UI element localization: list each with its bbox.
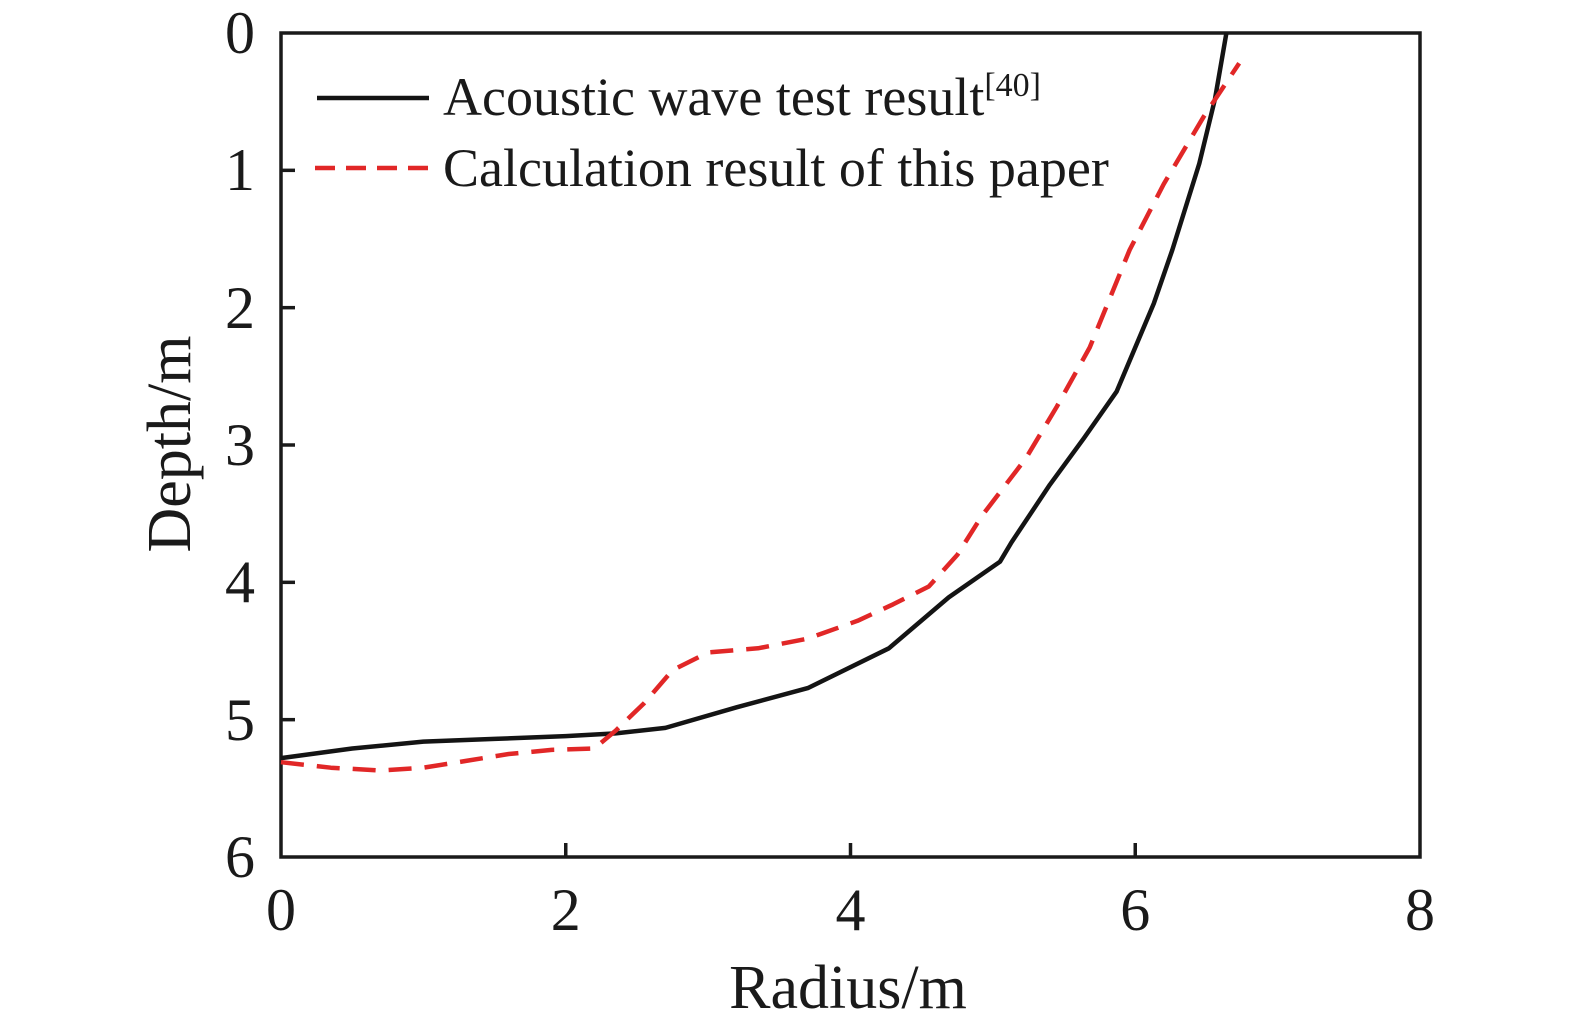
y-tick-label: 4 [225,549,255,616]
x-tick-label: 6 [1120,877,1151,943]
x-tick-label: 2 [550,877,581,943]
x-tick-label: 8 [1405,877,1435,943]
legend-item-acoustic: Acoustic wave test result[40] [443,68,1041,126]
x-tick-label: 0 [266,877,296,943]
series-calculation-line [280,61,1242,773]
data-series [280,32,1242,773]
x-tick-label: 4 [835,877,866,943]
legend-citation: [40] [984,67,1042,104]
legend-item-calculation: Calculation result of this paper [443,139,1109,197]
y-tick-label: 2 [225,274,255,341]
y-tick-label: 5 [225,686,255,753]
y-tick-label: 6 [225,824,255,890]
legend-samples [315,95,429,171]
y-tick-label: 0 [225,0,255,66]
x-axis-title: Radius/m [729,954,967,1022]
y-tick-label: 3 [225,412,255,478]
y-tick-label: 1 [225,137,255,204]
legend-label-calculation: Calculation result of this paper [443,138,1109,198]
legend-label-acoustic: Acoustic wave test result [443,67,985,127]
series-acoustic-test-line [280,32,1229,761]
axis-ticks [281,168,1137,857]
